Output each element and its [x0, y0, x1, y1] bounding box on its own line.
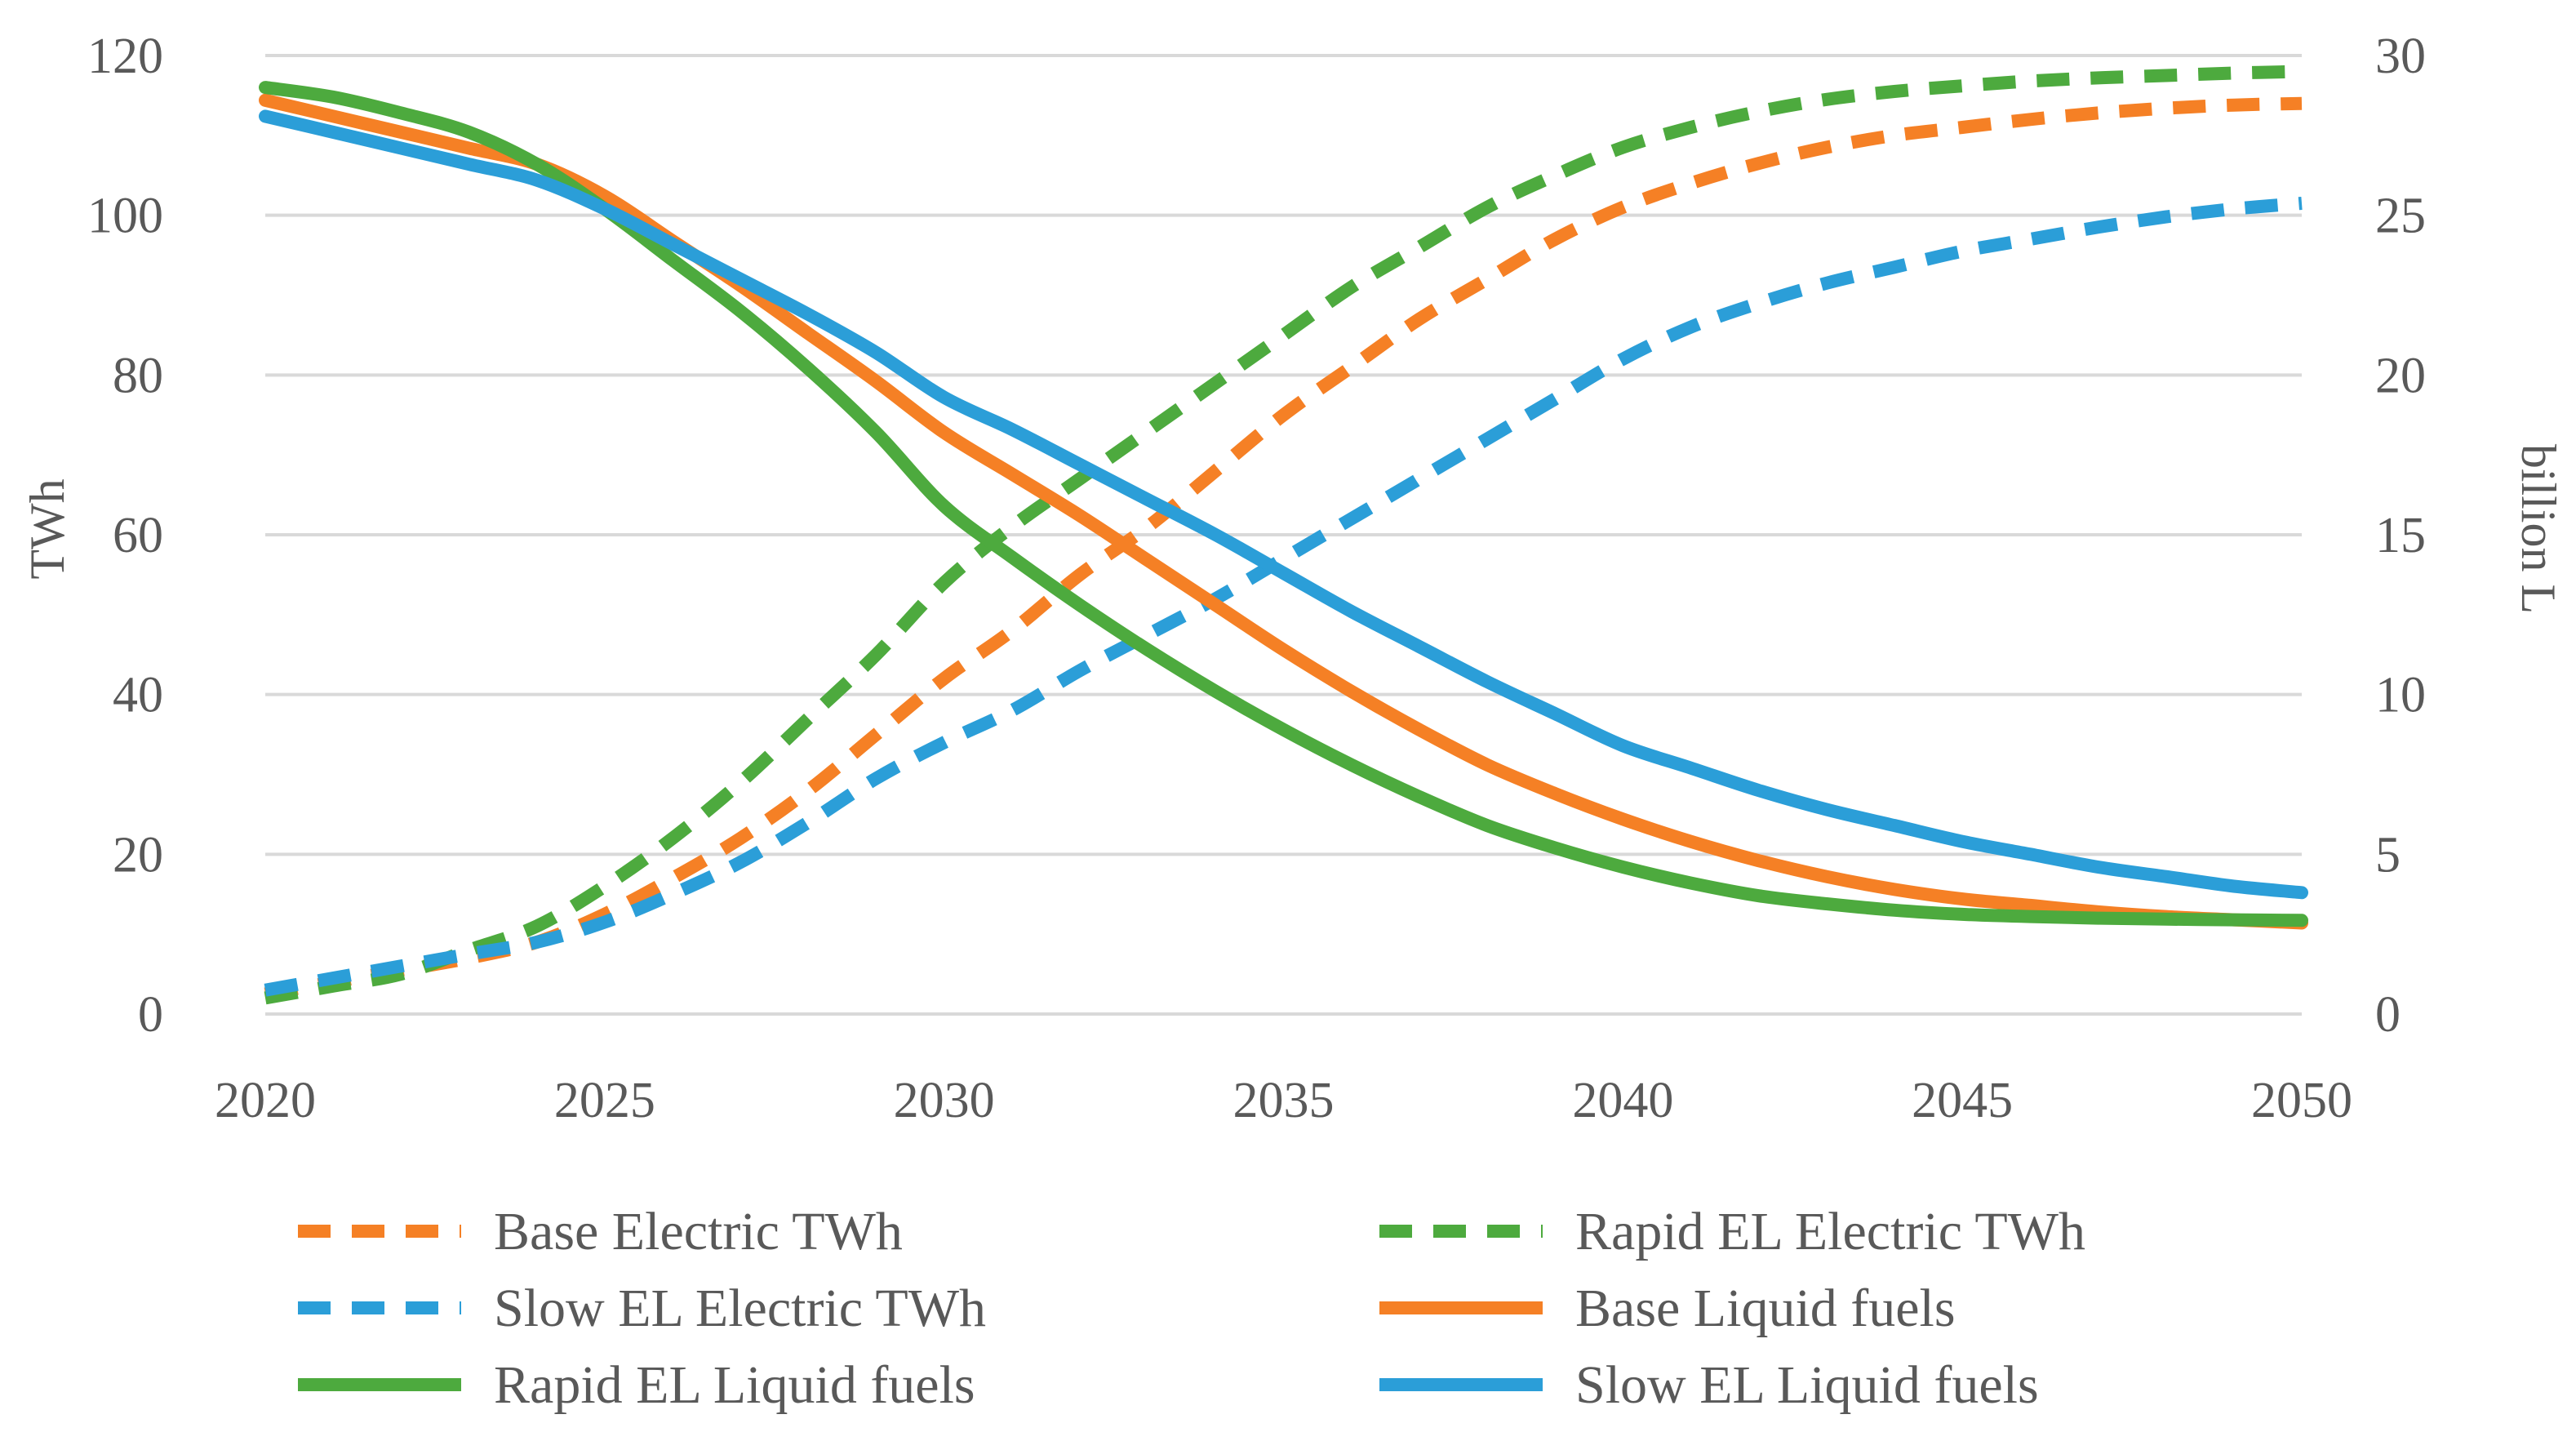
- legend-label-base-electric-twh: Base Electric TWh: [494, 1202, 903, 1261]
- left-tick-label: 80: [113, 348, 163, 403]
- x-tick-label: 2040: [1572, 1073, 1673, 1128]
- right-tick-label: 5: [2375, 827, 2401, 883]
- series-lines: [259, 64, 2308, 1005]
- left-tick-label: 100: [87, 189, 163, 244]
- legend-label-slow-el-electric-twh: Slow EL Electric TWh: [494, 1279, 986, 1338]
- x-tick-label: 2030: [894, 1073, 995, 1128]
- left-axis-label: TWh: [20, 478, 74, 579]
- x-tick-label: 2025: [554, 1073, 655, 1128]
- legend-label-rapid-el-electric-twh: Rapid EL Electric TWh: [1575, 1202, 2085, 1261]
- x-tick-label: 2050: [2251, 1073, 2352, 1128]
- series-line-rapid-el-liquid-fuels: [259, 81, 2308, 927]
- legend-label-base-liquid-fuels: Base Liquid fuels: [1575, 1279, 1956, 1338]
- legend: Base Electric TWh Rapid EL Electric TWh Sl…: [298, 1202, 2085, 1415]
- x-tick-label: 2045: [1912, 1073, 2013, 1128]
- left-tick-label: 20: [113, 827, 163, 883]
- series-line-slow-el-electric-twh: [264, 197, 2303, 997]
- x-axis-tick-labels: 2020 2025 2030 2035 2040 2045 2050: [215, 1073, 2352, 1128]
- right-tick-label: 0: [2375, 987, 2401, 1043]
- left-tick-label: 40: [113, 668, 163, 723]
- left-axis-tick-labels: 0 20 40 60 80 100 120: [87, 29, 163, 1043]
- right-tick-label: 30: [2375, 29, 2426, 84]
- right-tick-label: 20: [2375, 348, 2426, 403]
- left-tick-label: 60: [113, 508, 163, 563]
- left-tick-label: 0: [138, 987, 163, 1043]
- right-axis-label: billion L: [2512, 444, 2565, 614]
- right-tick-label: 10: [2375, 668, 2426, 723]
- series-line-slow-el-liquid-fuels: [259, 109, 2308, 900]
- x-tick-label: 2035: [1233, 1073, 1335, 1128]
- legend-label-rapid-el-liquid-fuels: Rapid EL Liquid fuels: [494, 1355, 975, 1415]
- right-axis-tick-labels: 0 5 10 15 20 25 30: [2375, 29, 2426, 1043]
- series-line-base-electric-twh: [264, 96, 2303, 1001]
- left-tick-label: 120: [87, 29, 163, 84]
- legend-label-slow-el-liquid-fuels: Slow EL Liquid fuels: [1575, 1355, 2039, 1415]
- right-tick-label: 15: [2375, 508, 2426, 563]
- right-tick-label: 25: [2375, 189, 2426, 244]
- series-line-rapid-el-electric-twh: [264, 64, 2303, 1005]
- x-tick-label: 2020: [215, 1073, 316, 1128]
- series-line-base-liquid-fuels: [259, 93, 2308, 930]
